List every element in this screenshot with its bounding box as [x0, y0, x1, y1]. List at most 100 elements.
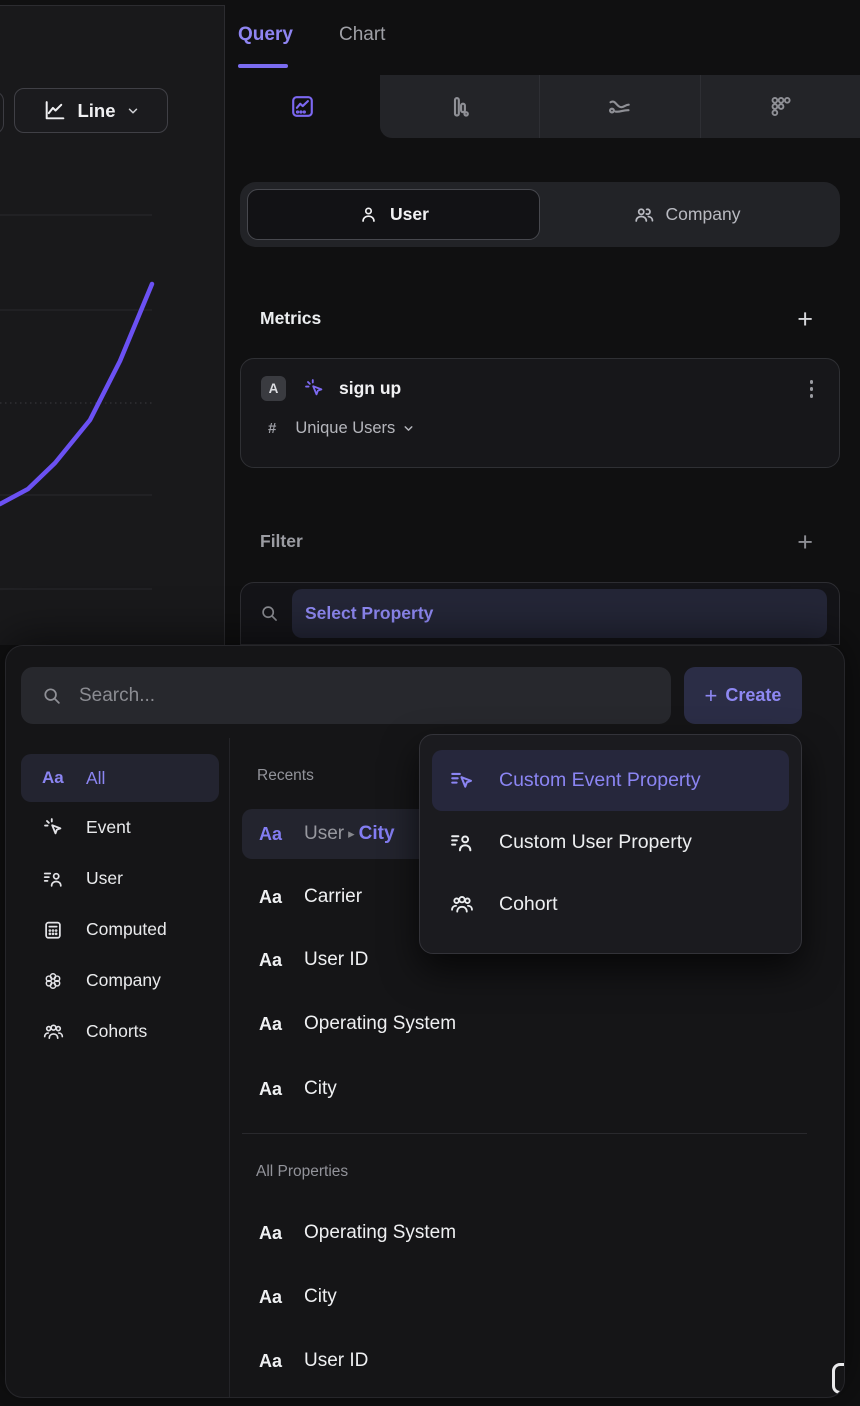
property-item-city[interactable]: Aa City — [259, 1282, 337, 1312]
active-tab-underline — [238, 64, 288, 68]
recent-item-label: Operating System — [304, 1013, 457, 1034]
aa-glyph: Aa — [259, 1222, 283, 1243]
select-property-field[interactable]: Select Property — [292, 589, 827, 638]
recent-item-user-id[interactable]: Aa User ID — [259, 945, 368, 975]
category-all[interactable]: Aa All — [21, 754, 219, 802]
property-item-label: City — [304, 1286, 337, 1307]
recent-item-user-city[interactable]: Aa User ▸ City — [259, 819, 395, 849]
create-menu-item-label: Custom User Property — [499, 830, 692, 853]
recents-title: Recents — [257, 767, 314, 784]
recent-item-label: City — [304, 1078, 337, 1099]
recent-item-carrier[interactable]: Aa Carrier — [259, 882, 362, 912]
view-tab-bar[interactable] — [380, 75, 539, 138]
property-search[interactable] — [21, 667, 671, 724]
company-users-icon — [634, 207, 653, 222]
metrics-header: Metrics + — [260, 303, 813, 334]
add-filter-button[interactable]: + — [797, 526, 813, 557]
custom-event-property-icon — [451, 772, 473, 788]
create-button[interactable]: + Create — [684, 667, 802, 724]
recent-item-highlight — [242, 809, 432, 859]
category-cohorts[interactable]: Cohorts — [21, 1006, 219, 1057]
tab-chart-label: Chart — [339, 24, 386, 45]
all-properties-title: All Properties — [256, 1163, 349, 1180]
create-menu-cohort[interactable]: Cohort — [432, 873, 789, 935]
view-tab-retention[interactable] — [699, 75, 860, 138]
recent-item-label: Carrier — [304, 886, 363, 907]
property-search-input[interactable] — [77, 683, 671, 708]
property-item-operating-system[interactable]: Aa Operating System — [259, 1218, 456, 1248]
property-picker-modal: + Create Aa All Event — [5, 645, 845, 1398]
create-button-label: Create — [725, 685, 782, 705]
metric-options-button[interactable] — [804, 376, 820, 402]
metric-card[interactable]: A sign up # Unique Users — [240, 358, 840, 468]
recent-item-operating-system[interactable]: Aa Operating System — [259, 1009, 456, 1039]
chevron-down-icon — [404, 425, 413, 431]
select-property-label: Select Property — [305, 603, 434, 623]
entity-toggle-user[interactable]: User — [247, 189, 540, 240]
category-computed-label: Computed — [86, 919, 167, 939]
computed-icon — [45, 921, 61, 939]
property-item-user-id[interactable]: Aa User ID — [259, 1346, 368, 1376]
view-tab-group — [380, 75, 860, 138]
user-icon — [362, 207, 375, 222]
create-menu-item-label: Custom Event Property — [499, 769, 701, 791]
metric-event-name: sign up — [339, 378, 402, 399]
chart-type-label: Line — [77, 99, 116, 121]
aa-glyph: Aa — [259, 949, 283, 970]
custom-user-property-icon — [451, 834, 472, 851]
metric-aggregation-label: Unique Users — [295, 418, 396, 437]
category-user[interactable]: User — [21, 853, 219, 904]
create-menu-custom-event-property[interactable]: Custom Event Property — [432, 750, 789, 811]
category-company[interactable]: Company — [21, 955, 219, 1006]
add-metric-button[interactable]: + — [797, 303, 813, 334]
entity-toggle-user-label: User — [390, 204, 429, 224]
entity-toggle-company[interactable]: Company — [540, 189, 833, 240]
entity-toggle-company-label: Company — [665, 204, 741, 224]
metric-aggregation-row[interactable]: # Unique Users — [261, 419, 819, 438]
insights-icon — [292, 96, 313, 117]
category-event[interactable]: Event — [21, 802, 219, 853]
filter-card: Select Property — [240, 582, 840, 645]
aa-glyph: Aa — [259, 886, 283, 907]
aa-glyph: Aa — [259, 1078, 283, 1099]
recent-item-label: User ID — [304, 949, 369, 970]
tab-chart[interactable]: Chart — [339, 24, 385, 46]
property-item-label: Operating System — [304, 1222, 457, 1243]
metric-row-event: A sign up — [261, 376, 819, 402]
tab-query[interactable]: Query — [238, 24, 293, 68]
view-type-tabs — [225, 75, 860, 138]
filter-title: Filter — [260, 531, 303, 551]
breadcrumb-arrow-icon: ▸ — [348, 826, 355, 841]
view-tab-flow[interactable] — [539, 75, 699, 138]
category-all-label: All — [86, 767, 106, 788]
category-sidebar: Aa All Event — [21, 754, 219, 1057]
aa-glyph: Aa — [259, 1013, 283, 1034]
property-item-label: User ID — [304, 1350, 369, 1371]
recent-item-city[interactable]: Aa City — [259, 1074, 337, 1104]
chart-type-button[interactable]: Line — [14, 88, 168, 133]
view-tab-insights[interactable] — [225, 75, 380, 138]
breadcrumb-label: City — [358, 823, 395, 844]
line-chart-icon — [46, 101, 65, 120]
event-icon — [305, 379, 323, 396]
chart-preview-panel: Line — [0, 5, 224, 645]
clipped-neighbor-button — [0, 91, 4, 134]
category-company-label: Company — [86, 970, 161, 990]
modal-divider — [229, 738, 230, 1397]
category-event-label: Event — [86, 817, 131, 837]
category-user-label: User — [86, 868, 123, 888]
create-menu-custom-user-property[interactable]: Custom User Property — [432, 811, 789, 873]
user-property-icon — [43, 872, 62, 887]
category-computed[interactable]: Computed — [21, 904, 219, 955]
clipped-scroll-indicator — [832, 1363, 844, 1394]
search-icon — [44, 687, 60, 704]
line-chart-preview — [0, 214, 155, 590]
entity-toggle: User Company — [240, 182, 840, 247]
metrics-title: Metrics — [260, 308, 322, 328]
breadcrumb-parent: User — [304, 823, 345, 844]
section-divider — [242, 1133, 807, 1134]
chart-series-line — [0, 281, 155, 507]
aa-glyph: Aa — [259, 1286, 283, 1307]
retention-dots-icon — [771, 96, 791, 117]
